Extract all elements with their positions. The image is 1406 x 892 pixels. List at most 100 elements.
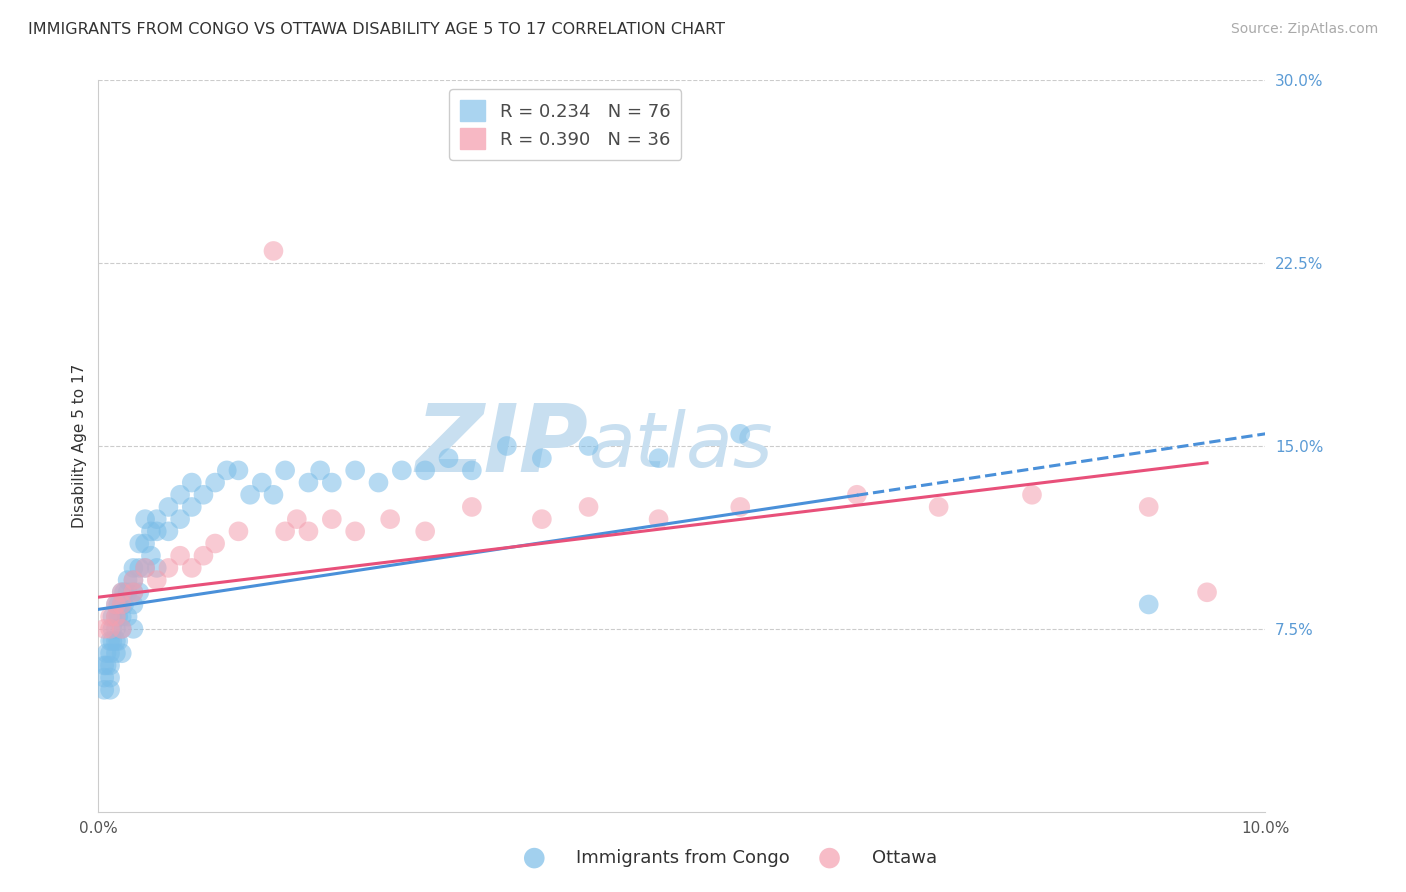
Point: [98, 682, 121, 697]
Point: [530, 512, 553, 526]
Point: [413, 524, 436, 539]
Point: [104, 609, 127, 624]
Text: ZIP: ZIP: [416, 400, 589, 492]
Point: [111, 585, 134, 599]
Point: [128, 536, 150, 550]
Point: [413, 463, 436, 477]
Point: [262, 488, 284, 502]
Point: [128, 561, 150, 575]
Point: [134, 536, 156, 550]
Point: [107, 634, 129, 648]
Point: [98, 609, 121, 624]
Point: [169, 488, 191, 502]
Y-axis label: Disability Age 5 to 17: Disability Age 5 to 17: [72, 364, 87, 528]
Point: [134, 561, 156, 575]
Point: [146, 573, 169, 587]
Point: [111, 585, 134, 599]
Text: Ottawa: Ottawa: [872, 849, 936, 867]
Point: [104, 609, 127, 624]
Point: [647, 451, 669, 466]
Point: [169, 512, 191, 526]
Point: [1137, 598, 1160, 612]
Point: [122, 622, 145, 636]
Point: [297, 475, 319, 490]
Point: [104, 598, 127, 612]
Point: [104, 622, 127, 636]
Point: [578, 500, 600, 514]
Point: [134, 512, 156, 526]
Point: [204, 536, 226, 550]
Point: [117, 573, 139, 587]
Point: [93, 671, 115, 685]
Point: [117, 609, 139, 624]
Point: [228, 524, 250, 539]
Point: [104, 598, 127, 612]
Point: [309, 463, 332, 477]
Text: Source: ZipAtlas.com: Source: ZipAtlas.com: [1230, 22, 1378, 37]
Point: [98, 622, 121, 636]
Point: [297, 524, 319, 539]
Point: [98, 671, 121, 685]
Point: [112, 585, 135, 599]
Point: [93, 682, 115, 697]
Point: [578, 439, 600, 453]
Point: [111, 609, 134, 624]
Point: [146, 512, 169, 526]
Point: [285, 512, 308, 526]
Point: [146, 524, 169, 539]
Point: [728, 500, 751, 514]
Point: [180, 561, 202, 575]
Point: [928, 500, 950, 514]
Point: [818, 851, 841, 865]
Point: [204, 475, 226, 490]
Point: [228, 463, 250, 477]
Point: [344, 463, 367, 477]
Point: [193, 488, 215, 502]
Point: [101, 609, 124, 624]
Point: [728, 426, 751, 441]
Point: [1195, 585, 1218, 599]
Point: [111, 646, 134, 660]
Point: [146, 561, 169, 575]
Point: [1137, 500, 1160, 514]
Text: atlas: atlas: [589, 409, 773, 483]
Point: [461, 463, 484, 477]
Point: [391, 463, 413, 477]
Point: [96, 646, 118, 660]
Point: [117, 585, 139, 599]
Point: [122, 561, 145, 575]
Point: [139, 524, 162, 539]
Point: [157, 561, 180, 575]
Point: [367, 475, 389, 490]
Point: [111, 622, 134, 636]
Point: [180, 475, 202, 490]
Text: IMMIGRANTS FROM CONGO VS OTTAWA DISABILITY AGE 5 TO 17 CORRELATION CHART: IMMIGRANTS FROM CONGO VS OTTAWA DISABILI…: [28, 22, 725, 37]
Point: [104, 634, 127, 648]
Point: [122, 573, 145, 587]
Point: [101, 634, 124, 648]
Point: [112, 598, 135, 612]
Point: [122, 585, 145, 599]
Point: [111, 622, 134, 636]
Point: [111, 598, 134, 612]
Point: [461, 500, 484, 514]
Legend: R = 0.234   N = 76, R = 0.390   N = 36: R = 0.234 N = 76, R = 0.390 N = 36: [449, 89, 682, 160]
Point: [107, 598, 129, 612]
Point: [344, 524, 367, 539]
Point: [93, 622, 115, 636]
Point: [98, 634, 121, 648]
Point: [139, 549, 162, 563]
Point: [122, 585, 145, 599]
Point: [122, 573, 145, 587]
Point: [378, 512, 402, 526]
Point: [250, 475, 273, 490]
Point: [437, 451, 460, 466]
Point: [262, 244, 284, 258]
Point: [274, 524, 297, 539]
Point: [107, 609, 129, 624]
Point: [128, 585, 150, 599]
Point: [157, 500, 180, 514]
Point: [98, 646, 121, 660]
Point: [180, 500, 202, 514]
Point: [93, 658, 115, 673]
